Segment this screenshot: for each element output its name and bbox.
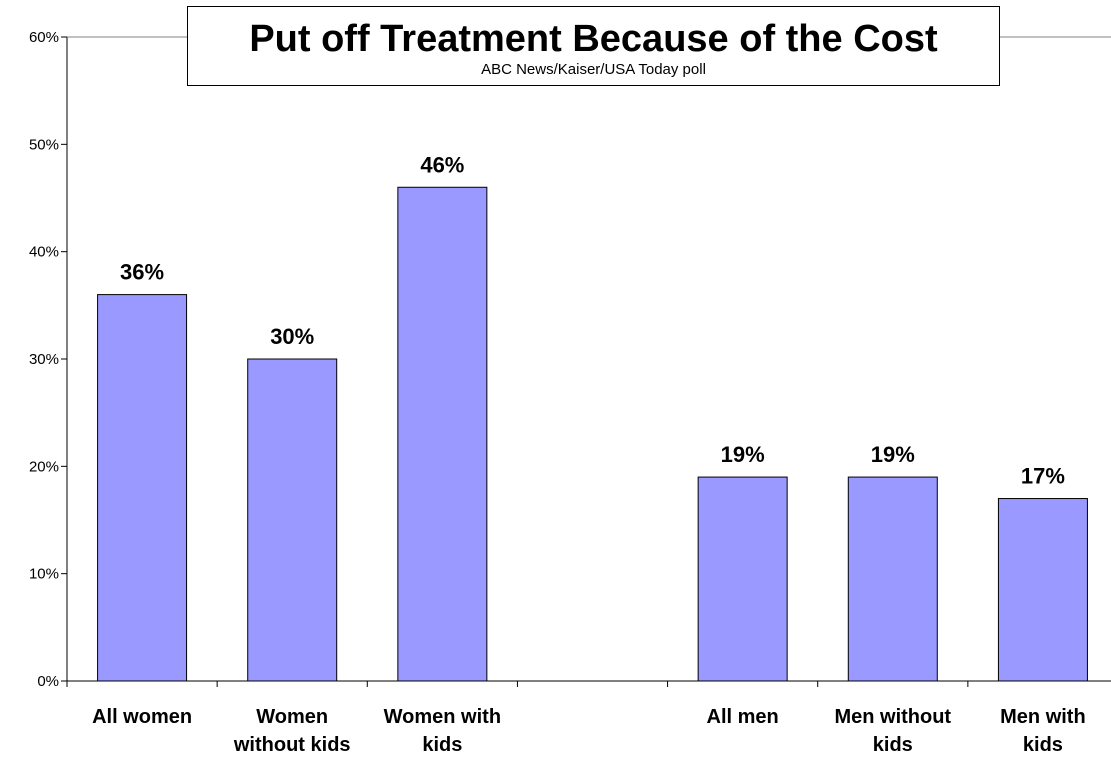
bar: [697, 476, 788, 682]
labels: 36% All women 30% Women without kids 46% Women…: [92, 152, 1086, 756]
x-tick-label: kids: [1023, 734, 1063, 756]
x-tick-label: Women with: [384, 706, 501, 728]
bar: [997, 498, 1088, 682]
x-tick-label: Men without: [834, 706, 951, 728]
x-tick-label: kids: [873, 734, 913, 756]
data-label: 17%: [1021, 464, 1065, 489]
bar: [97, 294, 188, 682]
y-tick-label: 50%: [29, 136, 59, 153]
y-tick-label: 0%: [37, 673, 59, 690]
chart-subtitle: ABC News/Kaiser/USA Today poll: [481, 61, 706, 78]
data-label: 46%: [420, 152, 464, 177]
y-tick-label: 30%: [29, 351, 59, 368]
bar: [247, 358, 338, 682]
x-tick-label: kids: [422, 734, 462, 756]
y-tick-label: 40%: [29, 244, 59, 261]
x-tick-label: All men: [707, 706, 779, 728]
bars: [97, 186, 1088, 682]
x-tick-label: Men with: [1000, 706, 1086, 728]
y-tick-label: 60%: [29, 29, 59, 46]
axes: 0% 10% 20% 30% 40% 50% 60%: [29, 29, 1111, 690]
chart-title-box: Put off Treatment Because of the Cost AB…: [187, 6, 1000, 86]
data-label: 36%: [120, 260, 164, 285]
data-label: 30%: [270, 324, 314, 349]
x-tick-label: Women: [256, 706, 328, 728]
data-label: 19%: [871, 442, 915, 467]
x-tick-label: without kids: [233, 734, 351, 756]
bar: [847, 476, 938, 682]
chart-title: Put off Treatment Because of the Cost: [249, 18, 938, 60]
y-tick-label: 10%: [29, 566, 59, 583]
x-tick-label: All women: [92, 706, 192, 728]
y-tick-label: 20%: [29, 458, 59, 475]
bar: [397, 186, 488, 682]
data-label: 19%: [721, 442, 765, 467]
